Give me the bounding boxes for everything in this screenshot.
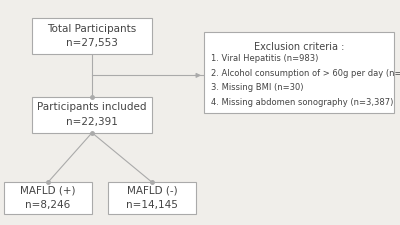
Bar [32,97,152,133]
Text: 3. Missing BMI (n=30): 3. Missing BMI (n=30) [211,83,304,92]
Text: 2. Alcohol consumption of > 60g per day (n=762): 2. Alcohol consumption of > 60g per day … [211,69,400,78]
Bar [204,32,394,112]
Text: Exclusion criteria :: Exclusion criteria : [254,42,344,52]
Bar [4,182,92,214]
Text: MAFLD (-)
n=14,145: MAFLD (-) n=14,145 [126,186,178,210]
Text: Total Participants
n=27,553: Total Participants n=27,553 [47,24,137,48]
Text: 1. Viral Hepatitis (n=983): 1. Viral Hepatitis (n=983) [211,54,318,63]
Text: 4. Missing abdomen sonography (n=3,387): 4. Missing abdomen sonography (n=3,387) [211,98,394,107]
Text: MAFLD (+)
n=8,246: MAFLD (+) n=8,246 [20,186,76,210]
Bar [108,182,196,214]
Bar [32,18,152,54]
Text: Participants included
n=22,391: Participants included n=22,391 [37,102,147,127]
